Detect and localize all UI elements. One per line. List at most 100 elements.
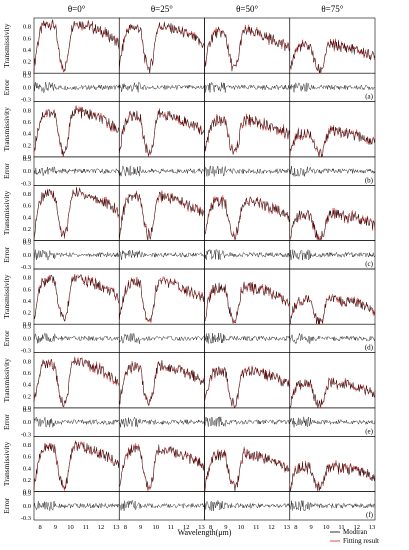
x-tick-label: 8 — [294, 524, 297, 531]
y-tick-label: 0.3 — [23, 72, 31, 79]
y-tick-label: 0.2 — [23, 477, 31, 484]
y-tick-label: 0.2 — [23, 59, 31, 66]
y-tick-label: 0.6 — [23, 370, 32, 377]
modtran-line — [204, 281, 290, 324]
y-tick-label: 0.8 — [23, 275, 31, 282]
y-tick-label: 0.8 — [23, 442, 31, 449]
y-tick-label: 0.8 — [23, 191, 31, 198]
error-line — [204, 416, 290, 427]
error-line — [204, 333, 290, 344]
y-tick-label: -0.3 — [21, 97, 31, 104]
error-panel — [204, 72, 291, 102]
transmissivity-panel — [204, 185, 291, 241]
error-line — [33, 249, 120, 261]
fitting-result-line — [119, 276, 205, 323]
error-line — [33, 166, 120, 176]
y-axis-label: Transmissivity — [2, 442, 11, 487]
fitting-result-line — [33, 440, 120, 492]
y-axis-label: Transmissivity — [2, 107, 11, 152]
error-panel — [118, 491, 205, 521]
y-tick-label: 0.8 — [23, 24, 31, 31]
y-tick-label: 0.4 — [23, 131, 32, 138]
x-tick-label: 12 — [183, 524, 190, 531]
modtran-line — [204, 365, 290, 409]
error-panel — [33, 156, 120, 186]
y-tick-label: -0.3 — [21, 515, 31, 522]
x-tick-label: 13 — [113, 524, 120, 531]
x-tick-label: 12 — [353, 524, 360, 531]
x-tick-label: 9 — [309, 524, 312, 531]
x-tick-label: 13 — [283, 524, 290, 531]
modtran-line — [289, 209, 376, 241]
y-axis-label: Transmissivity — [2, 23, 11, 68]
y-axis-label: Error — [2, 79, 11, 95]
y-axis-label: Transmissivity — [2, 274, 11, 319]
fitting-result-line — [119, 360, 205, 406]
modtran-line — [33, 187, 120, 240]
y-tick-label: 0.0 — [23, 238, 31, 245]
fitting-result-line — [289, 293, 376, 325]
fitting-result-line — [204, 195, 291, 241]
x-tick-label: 13 — [369, 524, 376, 531]
y-tick-label: 0.6 — [23, 454, 32, 461]
error-panel — [118, 156, 205, 186]
x-tick-label: 11 — [253, 524, 259, 531]
error-panel — [289, 491, 376, 521]
error-line — [119, 416, 205, 428]
error-panel — [289, 407, 376, 437]
x-tick-label: 9 — [224, 524, 227, 531]
y-tick-label: -0.3 — [21, 180, 31, 187]
transmissivity-panel — [204, 352, 291, 409]
x-tick-label: 10 — [323, 524, 330, 531]
x-tick-label: 10 — [238, 524, 245, 531]
error-line — [204, 165, 290, 177]
error-panel — [204, 156, 291, 186]
transmissivity-panel — [289, 268, 376, 325]
modtran-line — [289, 126, 376, 157]
panel-tag: (f) — [366, 511, 374, 519]
panel-tag: (b) — [365, 176, 374, 184]
y-tick-label: 0.0 — [23, 168, 31, 175]
error-panel — [33, 407, 120, 437]
error-line — [119, 249, 205, 261]
y-tick-label: 0.0 — [23, 405, 31, 412]
modtran-line — [33, 440, 120, 491]
error-line — [119, 500, 205, 511]
modtran-line — [33, 357, 120, 407]
error-line — [289, 82, 376, 93]
modtran-line — [119, 360, 205, 406]
transmissivity-panel — [289, 352, 376, 409]
y-tick-label: 0.2 — [23, 393, 31, 400]
panel-tag: (c) — [365, 260, 373, 268]
y-tick-label: -0.3 — [21, 348, 31, 355]
y-axis-label: Error — [2, 330, 11, 346]
y-axis-label: Error — [2, 497, 11, 513]
y-tick-label: 0.6 — [23, 286, 32, 293]
modtran-line — [289, 294, 376, 325]
modtran-line — [119, 109, 205, 157]
error-line — [289, 165, 376, 177]
fitting-result-line — [33, 274, 120, 322]
modtran-line — [119, 444, 205, 490]
column-title: θ=25° — [151, 4, 173, 14]
modtran-line — [33, 106, 120, 157]
fitting-result-line — [289, 125, 376, 157]
fitting-result-line — [289, 38, 376, 74]
y-tick-label: 0.3 — [23, 323, 31, 330]
modtran-line — [204, 196, 290, 240]
y-tick-label: 0.6 — [23, 35, 32, 42]
x-tick-label: 8 — [38, 524, 41, 531]
error-line — [33, 81, 120, 93]
x-tick-label: 12 — [98, 524, 105, 531]
y-tick-label: 0.0 — [23, 252, 31, 259]
error-line — [289, 500, 376, 512]
modtran-line — [119, 22, 205, 74]
error-line — [119, 81, 205, 93]
y-tick-label: 0.8 — [23, 358, 31, 365]
y-tick-label: 0.2 — [23, 142, 31, 149]
error-panel — [118, 323, 205, 353]
transmissivity-panel — [118, 101, 205, 158]
panel-tag: (e) — [365, 427, 373, 435]
x-tick-label: 11 — [83, 524, 89, 531]
y-tick-label: 0.4 — [23, 465, 32, 472]
